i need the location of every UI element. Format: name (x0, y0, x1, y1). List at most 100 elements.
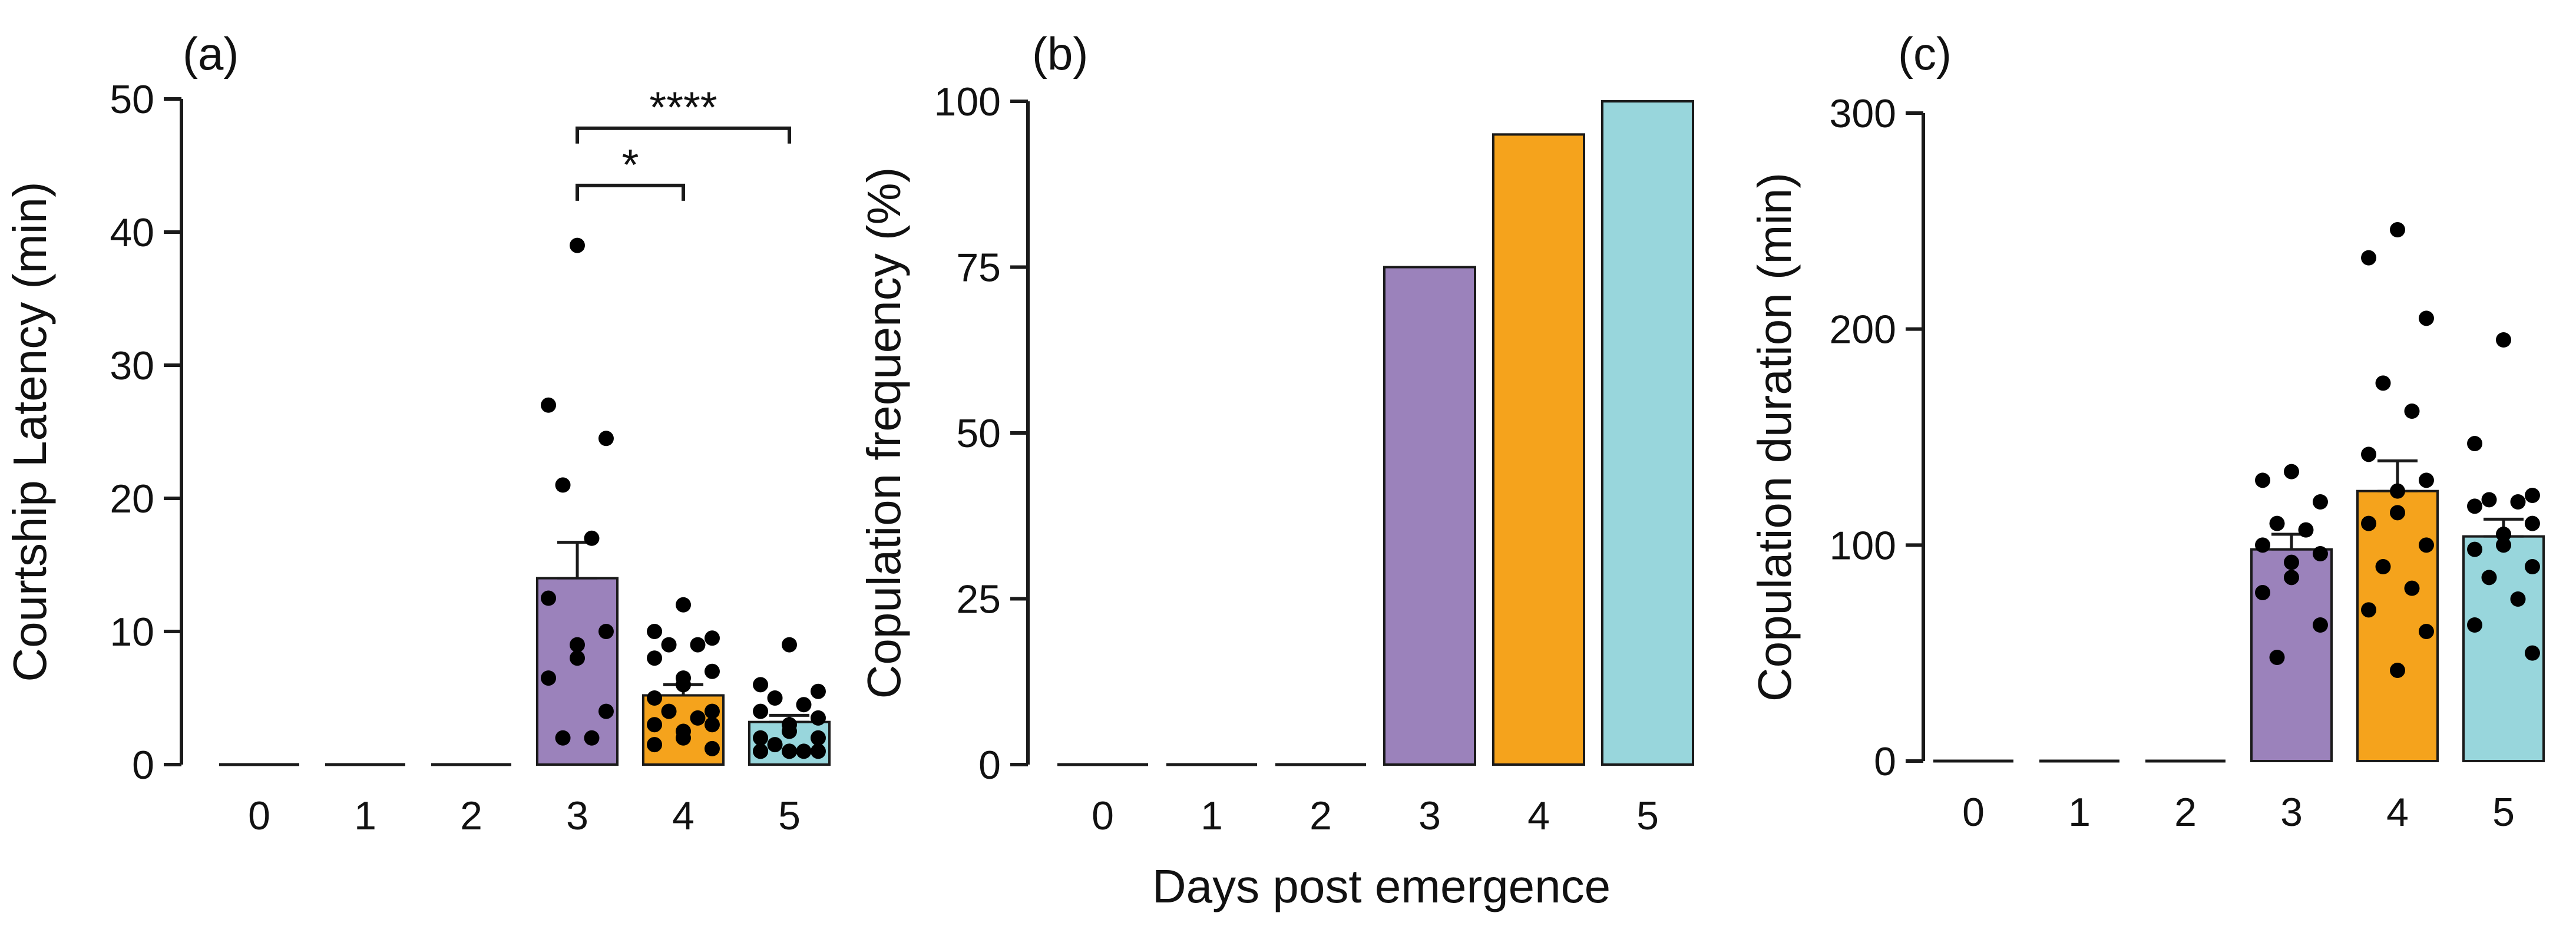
data-point-day-4 (647, 624, 663, 639)
data-point-day-3 (2255, 537, 2271, 553)
data-point-day-3 (584, 730, 600, 746)
data-point-day-5 (2467, 617, 2483, 633)
data-point-day-3 (541, 670, 557, 686)
significance-label: **** (649, 83, 717, 132)
data-point-day-5 (2524, 559, 2540, 574)
data-point-day-5 (810, 743, 826, 759)
data-point-day-4 (661, 637, 677, 653)
data-point-day-4 (2404, 580, 2420, 596)
panel-c: (c) 0 100 200 300 Copulation duration (min) 0 1… (1748, 28, 2545, 835)
data-point-day-5 (767, 737, 783, 753)
data-point-day-4 (2418, 472, 2434, 488)
data-point-day-3 (541, 590, 557, 606)
x-tick-label: 0 (248, 793, 270, 838)
data-point-day-5 (796, 743, 812, 759)
data-point-day-5 (810, 730, 826, 746)
data-point-day-4 (2390, 505, 2405, 521)
data-point-day-5 (2496, 537, 2511, 553)
x-tick-label: 3 (1418, 793, 1441, 838)
y-axis-label: Courtship Latency (min) (4, 181, 56, 682)
data-point-day-3 (570, 650, 585, 666)
data-point-day-4 (2375, 375, 2391, 391)
data-point-day-5 (2524, 488, 2540, 503)
data-point-day-5 (753, 703, 769, 719)
y-tick-label: 300 (1830, 91, 1896, 136)
y-tick-label: 0 (978, 743, 1001, 788)
data-point-day-5 (782, 637, 797, 653)
x-tick-label: 4 (2386, 790, 2409, 835)
data-point-day-4 (2418, 624, 2434, 639)
data-point-day-5 (753, 677, 769, 693)
y-tick-label: 100 (934, 80, 1001, 124)
data-point-day-3 (2269, 515, 2285, 531)
data-point-day-3 (2312, 494, 2328, 510)
data-point-day-5 (2467, 541, 2483, 557)
y-tick-label: 75 (956, 246, 1001, 290)
data-point-day-5 (753, 730, 769, 746)
data-point-day-5 (2510, 591, 2526, 607)
x-tick-label: 1 (354, 793, 376, 838)
data-point-day-5 (2524, 515, 2540, 531)
x-tick-label: 4 (672, 793, 695, 838)
x-tick-label: 1 (1201, 793, 1223, 838)
data-point-day-3 (570, 637, 585, 653)
data-point-day-4 (676, 730, 691, 746)
x-tick-label: 3 (2280, 790, 2303, 835)
data-point-day-5 (767, 690, 783, 706)
data-point-day-4 (2390, 222, 2405, 237)
data-point-day-3 (2284, 570, 2299, 586)
data-point-day-4 (690, 637, 706, 653)
data-point-day-3 (2312, 617, 2328, 633)
data-point-day-4 (2361, 602, 2377, 618)
data-point-day-4 (690, 710, 706, 726)
data-point-day-4 (647, 717, 663, 733)
y-tick-label: 50 (956, 411, 1001, 456)
data-point-day-3 (570, 237, 585, 253)
x-tick-label: 2 (2174, 790, 2197, 835)
data-point-day-4 (2361, 515, 2377, 531)
x-tick-label: 2 (460, 793, 482, 838)
data-point-day-4 (704, 630, 720, 646)
data-point-day-3 (555, 730, 571, 746)
data-point-day-4 (2404, 403, 2420, 419)
data-point-day-3 (2255, 585, 2271, 600)
bar-day-4 (1492, 133, 1585, 766)
y-tick-label: 200 (1830, 307, 1896, 352)
data-point-day-5 (2524, 645, 2540, 661)
data-point-day-4 (647, 737, 663, 753)
significance-label: * (622, 140, 639, 189)
y-tick-label: 30 (110, 343, 154, 388)
data-point-day-3 (598, 703, 614, 719)
data-point-day-3 (2255, 472, 2271, 488)
data-point-day-3 (2284, 554, 2299, 570)
data-point-day-5 (2467, 436, 2483, 451)
data-point-day-5 (782, 743, 797, 759)
data-point-day-3 (555, 477, 571, 493)
data-point-day-4 (2361, 446, 2377, 462)
y-tick-label: 10 (110, 610, 154, 654)
data-point-day-5 (810, 683, 826, 699)
y-tick-label: 100 (1830, 523, 1896, 568)
panel-label: (b) (1032, 28, 1088, 80)
data-point-day-3 (598, 431, 614, 446)
y-tick-label: 20 (110, 477, 154, 521)
y-tick-label: 0 (132, 743, 154, 788)
data-point-day-4 (704, 740, 720, 756)
y-tick-label: 40 (110, 210, 154, 255)
data-point-day-4 (661, 703, 677, 719)
x-tick-label: 0 (1962, 790, 1985, 835)
data-point-day-4 (647, 690, 663, 706)
data-point-day-5 (2496, 527, 2511, 542)
data-point-day-5 (2481, 570, 2497, 586)
x-tick-label: 0 (1092, 793, 1114, 838)
data-point-day-4 (676, 597, 691, 613)
data-point-day-3 (2269, 650, 2285, 665)
panel-a: (a) 0 10 20 30 40 50 Courtship Latency (min) 0 1 2… (4, 28, 831, 838)
data-point-day-4 (704, 703, 720, 719)
data-point-day-4 (704, 663, 720, 679)
data-point-day-4 (2361, 250, 2377, 266)
bar-day-3 (1383, 266, 1476, 766)
data-point-day-3 (2298, 522, 2314, 538)
